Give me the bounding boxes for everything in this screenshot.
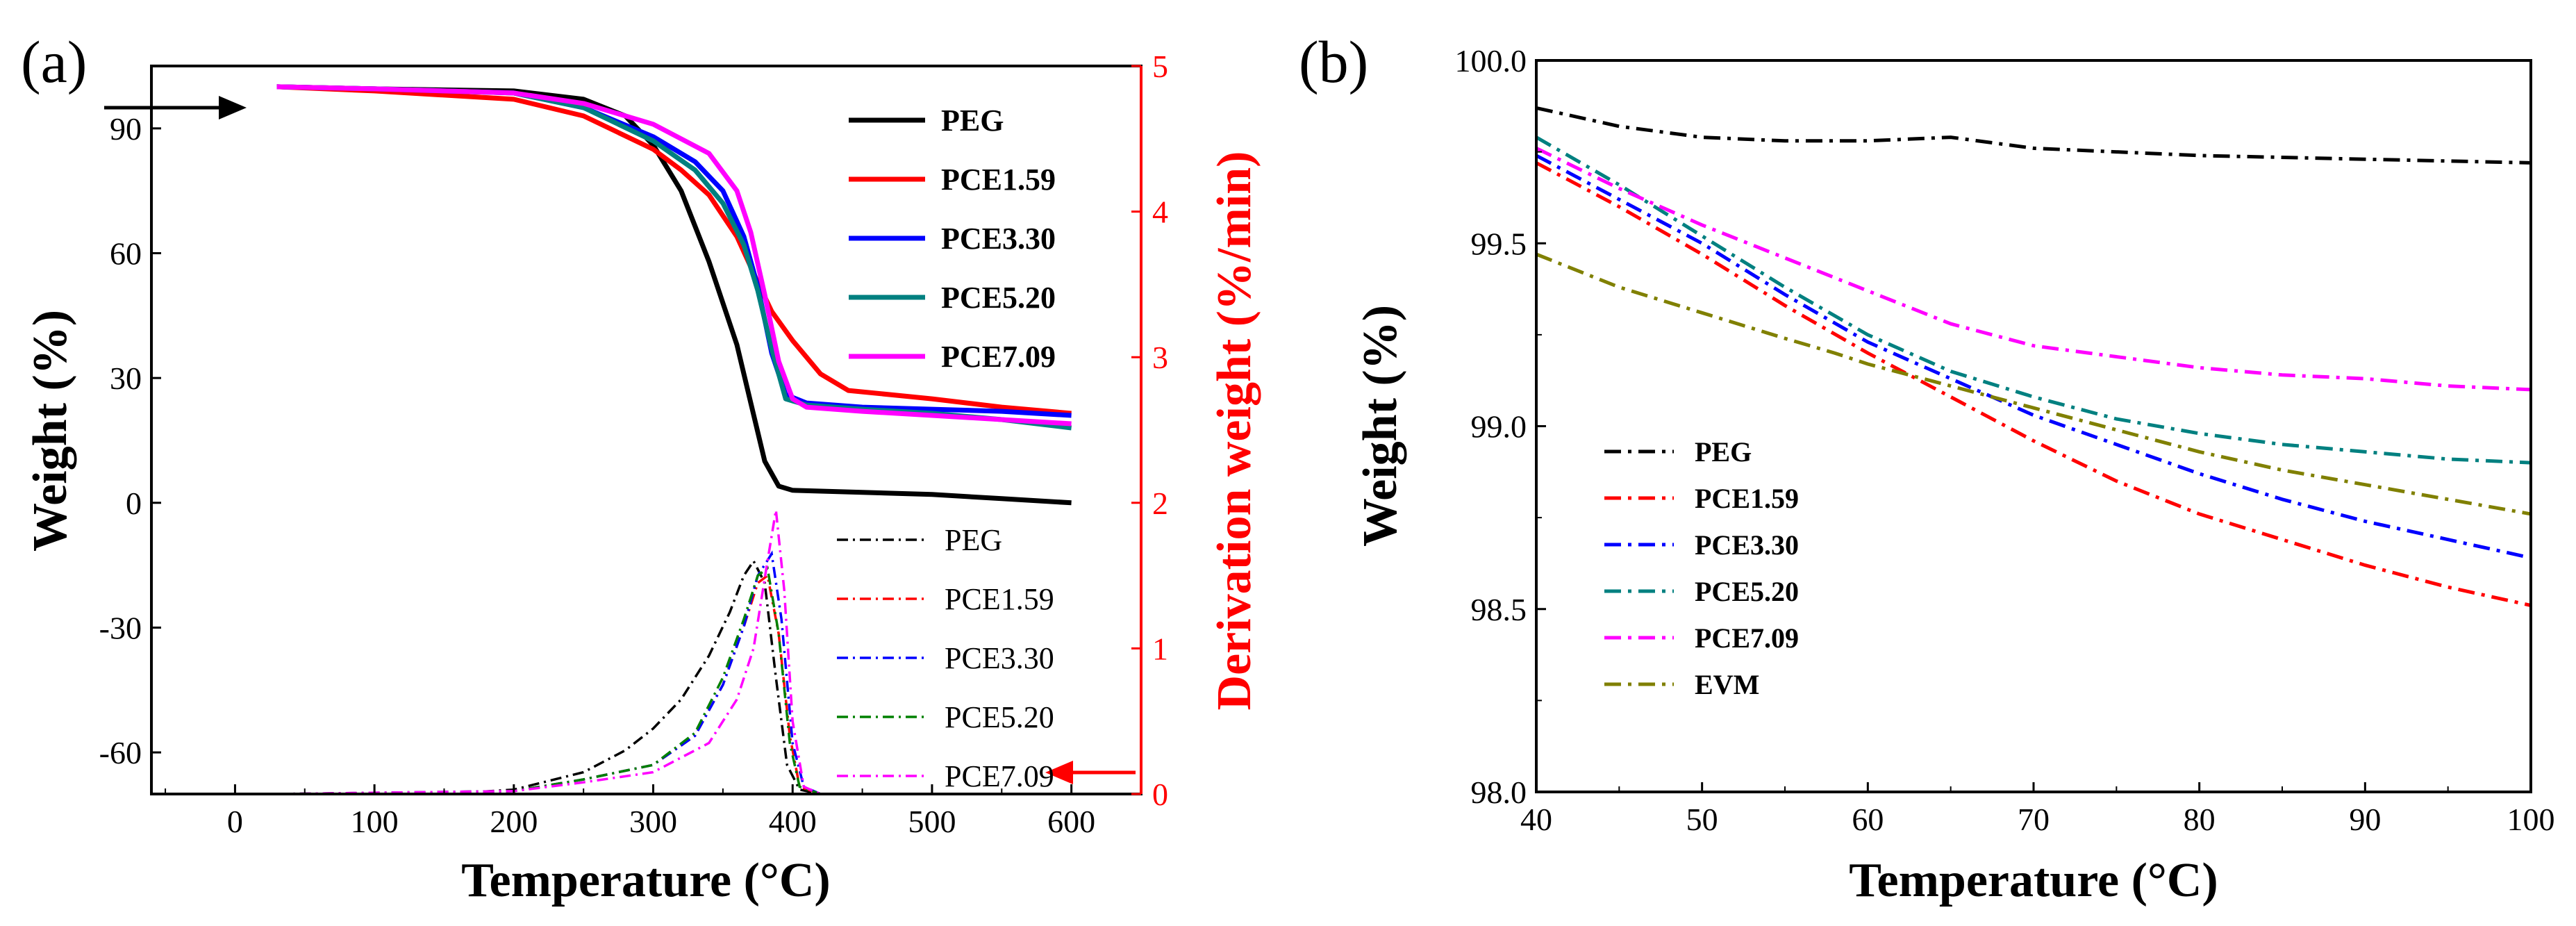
y-tick-label: 98.0 <box>1471 775 1527 810</box>
x-tick-label: 40 <box>1520 802 1552 837</box>
y2-tick-label: 5 <box>1152 49 1168 84</box>
panel-b-label: (b) <box>1299 28 1368 95</box>
y2-tick-label: 0 <box>1152 777 1168 812</box>
dtg-line-pce7-09 <box>276 510 1072 795</box>
x-tick-label: 600 <box>1047 804 1095 839</box>
panel-a-y-label: Weight (%) <box>24 310 77 552</box>
panel-a-y-ticks: -60 -30 0 30 60 90 <box>99 111 161 770</box>
tga-line-pce7-09 <box>276 84 1072 427</box>
x-tick-label: 90 <box>2349 802 2381 837</box>
panel-b-x-ticks: 40 50 60 70 80 90 100 <box>1520 782 2555 837</box>
x-tick-label: 0 <box>227 804 243 839</box>
panel-a-arrow-tga <box>104 96 247 119</box>
panel-b-frame <box>1535 59 2532 793</box>
panel-a-plot-area <box>276 84 1072 795</box>
tga-line-peg <box>276 84 1072 506</box>
x-tick-label: 200 <box>490 804 538 839</box>
x-tick-label: 300 <box>629 804 677 839</box>
legend-label-pce3-30: PCE3.30 <box>1695 529 1799 561</box>
dtg-line-peg <box>276 559 1072 795</box>
y-tick-label: -30 <box>99 610 142 645</box>
line-pce1-59 <box>1535 161 2532 607</box>
legend-label-pce5-20: PCE5.20 <box>1695 576 1799 607</box>
x-tick-label: 500 <box>908 804 956 839</box>
x-tick-label: 60 <box>1852 802 1884 837</box>
panel-b-x-label: Temperature (°C) <box>1849 854 2218 907</box>
y-tick-label: 99.5 <box>1471 226 1527 261</box>
legend-label-dtg-pce3-30: PCE3.30 <box>945 641 1054 675</box>
panel-a-y2-ticks: 0 1 2 3 4 5 <box>1131 49 1168 812</box>
panel-b-plot-area <box>1535 106 2532 607</box>
legend-label-evm: EVM <box>1695 669 1759 700</box>
y2-tick-label: 3 <box>1152 340 1168 375</box>
legend-label-tga-pce7-09: PCE7.09 <box>941 340 1056 374</box>
y-tick-label: 60 <box>110 235 142 271</box>
legend-label-pce7-09: PCE7.09 <box>1695 622 1799 654</box>
panel-b-legend: PEG PCE1.59 PCE3.30 PCE5.20 PCE7.09 EVM <box>1604 436 1799 700</box>
panel-a: (a) 0 100 200 300 400 500 600 -60 -30 0 30 60 90 0 1… <box>21 28 1261 907</box>
y2-tick-label: 1 <box>1152 631 1168 666</box>
x-tick-label: 80 <box>2184 802 2216 837</box>
y2-tick-label: 4 <box>1152 195 1168 230</box>
y2-tick-label: 2 <box>1152 486 1168 521</box>
legend-label-tga-pce3-30: PCE3.30 <box>941 222 1056 256</box>
y-tick-label: 100.0 <box>1455 43 1527 78</box>
x-tick-label: 50 <box>1686 802 1718 837</box>
legend-label-pce1-59: PCE1.59 <box>1695 483 1799 514</box>
panel-a-x-ticks: 0 100 200 300 400 500 600 <box>165 784 1142 839</box>
legend-label-dtg-pce5-20: PCE5.20 <box>945 700 1054 734</box>
tga-line-pce5-20 <box>276 84 1072 431</box>
legend-label-peg: PEG <box>1695 436 1752 468</box>
y-tick-label: 30 <box>110 361 142 396</box>
line-pce5-20 <box>1535 135 2532 465</box>
panel-b-y-label: Weight (%) <box>1354 305 1407 547</box>
legend-label-dtg-pce7-09: PCE7.09 <box>945 759 1054 793</box>
panel-a-legend-dtg: PEG PCE1.59 PCE3.30 PCE5.20 PCE7.09 <box>837 523 1054 793</box>
x-tick-label: 70 <box>2018 802 2050 837</box>
dtg-line-pce5-20 <box>276 565 1072 795</box>
line-pce3-30 <box>1535 154 2532 560</box>
x-tick-label: 100 <box>2507 802 2555 837</box>
panel-a-label: (a) <box>21 28 87 95</box>
panel-b-y-ticks: 98.0 98.5 99.0 99.5 100.0 <box>1455 43 1546 810</box>
y-tick-label: 90 <box>110 111 142 147</box>
legend-label-dtg-pce1-59: PCE1.59 <box>945 582 1054 616</box>
panel-a-arrow-dtg <box>1045 761 1136 784</box>
panel-a-legend-tga: PEG PCE1.59 PCE3.30 PCE5.20 PCE7.09 <box>849 104 1056 374</box>
panel-a-x-label: Temperature (°C) <box>461 854 831 907</box>
y-tick-label: -60 <box>99 735 142 770</box>
legend-label-dtg-peg: PEG <box>945 523 1002 557</box>
legend-label-tga-peg: PEG <box>941 104 1004 138</box>
legend-label-tga-pce5-20: PCE5.20 <box>941 281 1056 315</box>
y-tick-label: 99.0 <box>1471 409 1527 445</box>
y-tick-label: 98.5 <box>1471 592 1527 627</box>
x-tick-label: 100 <box>351 804 399 839</box>
line-pce7-09 <box>1535 147 2532 392</box>
line-evm <box>1536 252 2532 516</box>
y-tick-label: 0 <box>126 486 142 521</box>
panel-a-y2-label: Derivation weight (%/min) <box>1208 151 1261 711</box>
x-tick-label: 400 <box>769 804 817 839</box>
line-peg <box>1536 106 2532 165</box>
panel-b: (b) 40 50 60 70 80 90 100 98.0 98.5 99.0 99.5 100.… <box>1299 28 2555 907</box>
legend-label-tga-pce1-59: PCE1.59 <box>941 163 1056 197</box>
